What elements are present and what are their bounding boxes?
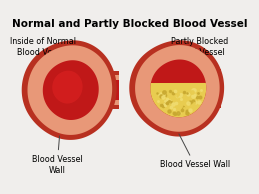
Polygon shape [179,73,221,104]
Polygon shape [22,40,117,140]
Polygon shape [43,60,99,120]
Polygon shape [179,77,221,88]
Polygon shape [129,40,224,137]
Text: Blood Vessel
Wall: Blood Vessel Wall [32,136,83,175]
Text: Normal and Partly Blocked Blood Vessel: Normal and Partly Blocked Blood Vessel [12,19,247,29]
Polygon shape [72,80,119,100]
Text: Blood Vessel Wall: Blood Vessel Wall [160,134,230,170]
Polygon shape [179,88,221,100]
Text: Inside of Normal
Blood Vessel: Inside of Normal Blood Vessel [10,37,76,75]
Polygon shape [72,75,119,105]
Polygon shape [179,69,221,108]
Polygon shape [72,71,119,109]
Text: Partly Blocked
Blood Vessel: Partly Blocked Blood Vessel [170,37,228,66]
Polygon shape [135,45,220,132]
Polygon shape [27,45,112,135]
Polygon shape [150,60,206,117]
Polygon shape [150,83,206,117]
Polygon shape [52,71,83,104]
